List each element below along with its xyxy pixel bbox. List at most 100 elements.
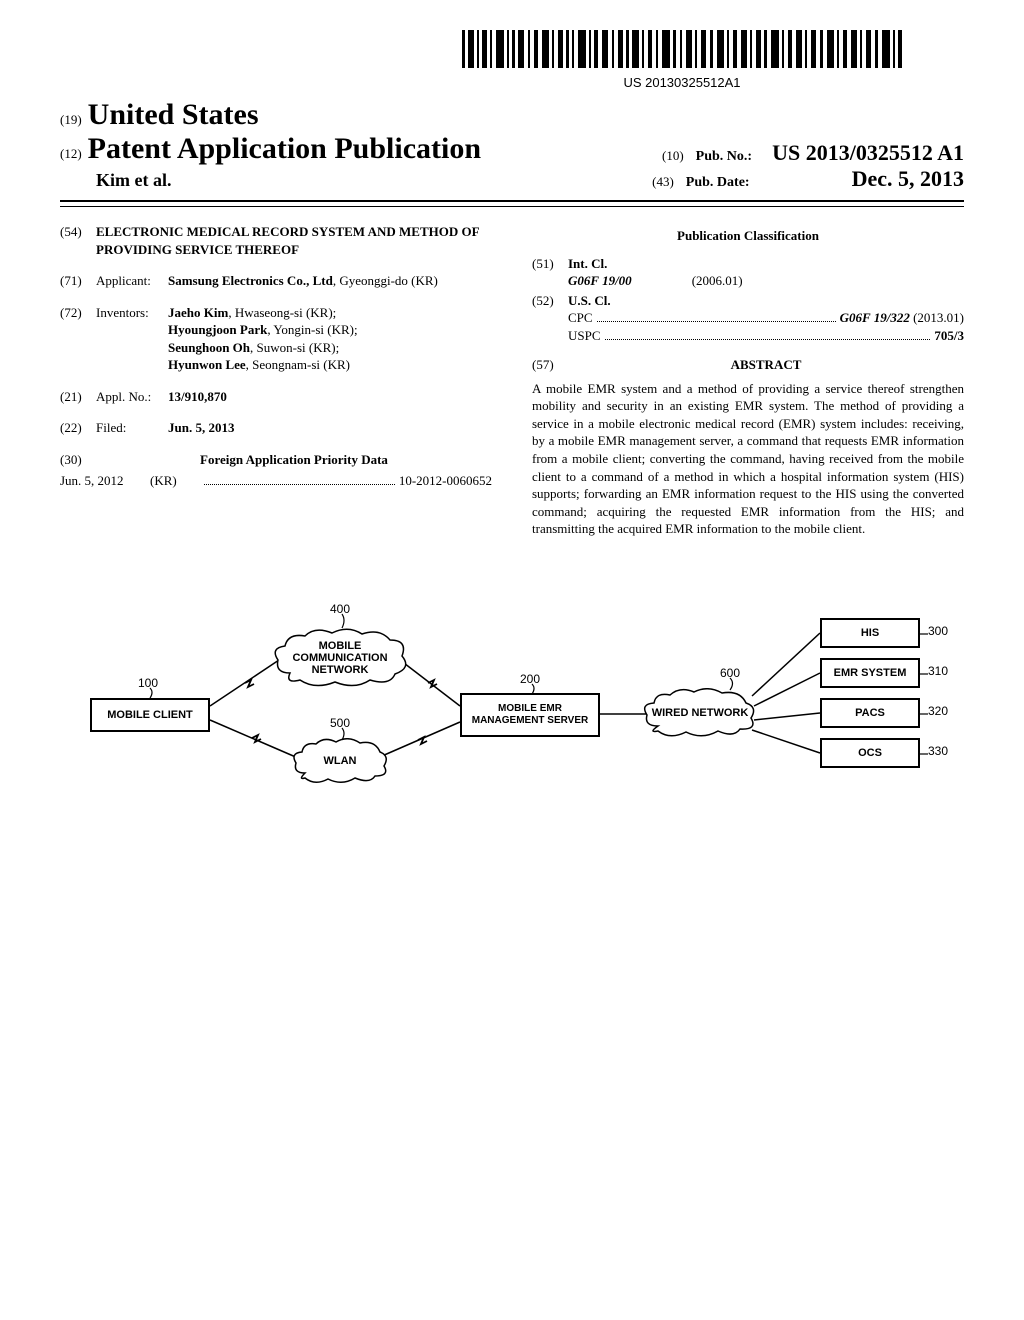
barcode-svg: [462, 30, 902, 68]
field-21: (21) Appl. No.: 13/910,870: [60, 388, 492, 406]
ref-330: 330: [928, 744, 948, 758]
field-71: (71) Applicant: Samsung Electronics Co.,…: [60, 272, 492, 290]
field-52: (52) U.S. Cl. CPC G06F 19/322 (2013.01) …: [532, 292, 964, 345]
tick-icon: [530, 684, 540, 696]
tick-icon: [728, 678, 740, 692]
box-label: MOBILE EMR MANAGEMENT SERVER: [466, 703, 594, 726]
abstract-text: A mobile EMR system and a method of prov…: [532, 380, 964, 538]
inid-10: (10): [662, 148, 684, 164]
cpc-value: G06F 19/322 (2013.01): [840, 309, 964, 327]
inventor-loc: , Yongin-si (KR);: [267, 322, 357, 337]
figure: MOBILE CLIENT 100 MOBILE COMMUNICATION N…: [60, 588, 964, 828]
field-54: (54) ELECTRONIC MEDICAL RECORD SYSTEM AN…: [60, 223, 492, 258]
barcode-text: US 20130325512A1: [400, 75, 964, 90]
box-his: HIS: [820, 618, 920, 648]
tick-icon: [920, 750, 930, 758]
box-server: MOBILE EMR MANAGEMENT SERVER: [460, 693, 600, 737]
cpc-row: CPC G06F 19/322 (2013.01): [568, 309, 964, 327]
code-57: (57): [532, 356, 568, 374]
priority-country: (KR): [150, 472, 200, 490]
code-71: (71): [60, 272, 96, 290]
box-label: OCS: [858, 747, 882, 759]
applicant-loc: , Gyeonggi-do (KR): [333, 273, 438, 288]
inventor-loc: , Suwon-si (KR);: [250, 340, 339, 355]
field-22: (22) Filed: Jun. 5, 2013: [60, 419, 492, 437]
cloud-wired: WIRED NETWORK: [640, 688, 760, 738]
code-21: (21): [60, 388, 96, 406]
box-label: MOBILE CLIENT: [107, 709, 193, 721]
heading-30: Foreign Application Priority Data: [200, 452, 388, 467]
box-label: HIS: [861, 627, 879, 639]
inventor-loc: , Seongnam-si (KR): [246, 357, 350, 372]
filed-date: Jun. 5, 2013: [168, 420, 234, 435]
title-54: ELECTRONIC MEDICAL RECORD SYSTEM AND MET…: [96, 223, 492, 258]
biblio-columns: (54) ELECTRONIC MEDICAL RECORD SYSTEM AN…: [60, 223, 964, 538]
code-54: (54): [60, 223, 96, 258]
pub-date-value: Dec. 5, 2013: [852, 166, 964, 192]
cloud-label: WIRED NETWORK: [652, 707, 749, 719]
box-label: EMR SYSTEM: [834, 667, 907, 679]
cloud-label: MOBILE COMMUNICATION NETWORK: [270, 640, 410, 676]
cloud-label: WLAN: [324, 755, 357, 767]
pub-no-label: Pub. No.:: [696, 149, 752, 165]
header-rule: [60, 200, 964, 207]
pub-no-value: US 2013/0325512 A1: [772, 140, 964, 166]
code-30: (30): [60, 451, 96, 469]
tick-icon: [148, 688, 158, 700]
cloud-wlan: WLAN: [290, 738, 390, 784]
label-52: U.S. Cl.: [568, 292, 964, 310]
box-emr: EMR SYSTEM: [820, 658, 920, 688]
ref-300: 300: [928, 624, 948, 638]
left-column: (54) ELECTRONIC MEDICAL RECORD SYSTEM AN…: [60, 223, 492, 538]
field-72: (72) Inventors: Jaeho Kim, Hwaseong-si (…: [60, 304, 492, 374]
heading-57: ABSTRACT: [568, 356, 964, 374]
country: United States: [88, 98, 259, 132]
cpc-cls: G06F 19/322: [840, 310, 910, 325]
dotted-leader: [605, 328, 931, 339]
label-22: Filed:: [96, 419, 168, 437]
inid-19: (19): [60, 112, 82, 128]
int-cl: G06F 19/00: [568, 272, 632, 290]
patent-page: US 20130325512A1 (19) United States (12)…: [0, 0, 1024, 1320]
header: (19) United States (12) Patent Applicati…: [60, 98, 964, 192]
applicant-name: Samsung Electronics Co., Ltd: [168, 273, 333, 288]
dotted-leader: [597, 311, 836, 322]
pub-type: Patent Application Publication: [88, 132, 481, 166]
uspc-lead: USPC: [568, 327, 601, 345]
box-label: PACS: [855, 707, 885, 719]
authors: Kim et al.: [96, 170, 171, 191]
tick-icon: [920, 630, 930, 638]
label-21: Appl. No.:: [96, 388, 168, 406]
tick-icon: [920, 710, 930, 718]
ref-310: 310: [928, 664, 948, 678]
pub-date-label: Pub. Date:: [686, 175, 750, 191]
inid-43: (43): [652, 174, 674, 190]
box-ocs: OCS: [820, 738, 920, 768]
ref-320: 320: [928, 704, 948, 718]
box-pacs: PACS: [820, 698, 920, 728]
cpc-lead: CPC: [568, 309, 593, 327]
inid-12: (12): [60, 146, 82, 162]
code-52: (52): [532, 292, 568, 345]
int-cl-ver: (2006.01): [692, 272, 743, 290]
dotted-leader: [204, 474, 395, 485]
applicant: Samsung Electronics Co., Ltd, Gyeonggi-d…: [168, 272, 492, 290]
priority-row: Jun. 5, 2012 (KR) 10-2012-0060652: [60, 472, 492, 490]
cpc-ver: (2013.01): [913, 310, 964, 325]
code-72: (72): [60, 304, 96, 374]
field-51: (51) Int. Cl. G06F 19/00 (2006.01): [532, 255, 964, 290]
priority-number: 10-2012-0060652: [399, 472, 492, 490]
tick-icon: [340, 614, 350, 630]
label-51: Int. Cl.: [568, 255, 964, 273]
tick-icon: [920, 670, 930, 678]
label-72: Inventors:: [96, 304, 168, 374]
inventor-name: Hyoungjoon Park: [168, 322, 267, 337]
inventor-name: Seunghoon Oh: [168, 340, 250, 355]
priority-date: Jun. 5, 2012: [60, 472, 150, 490]
inventor-name: Hyunwon Lee: [168, 357, 246, 372]
field-30: (30) Foreign Application Priority Data: [60, 451, 492, 469]
box-mobile-client: MOBILE CLIENT: [90, 698, 210, 732]
label-71: Applicant:: [96, 272, 168, 290]
inventor-name: Jaeho Kim: [168, 305, 228, 320]
abstract-header: (57) ABSTRACT: [532, 350, 964, 380]
